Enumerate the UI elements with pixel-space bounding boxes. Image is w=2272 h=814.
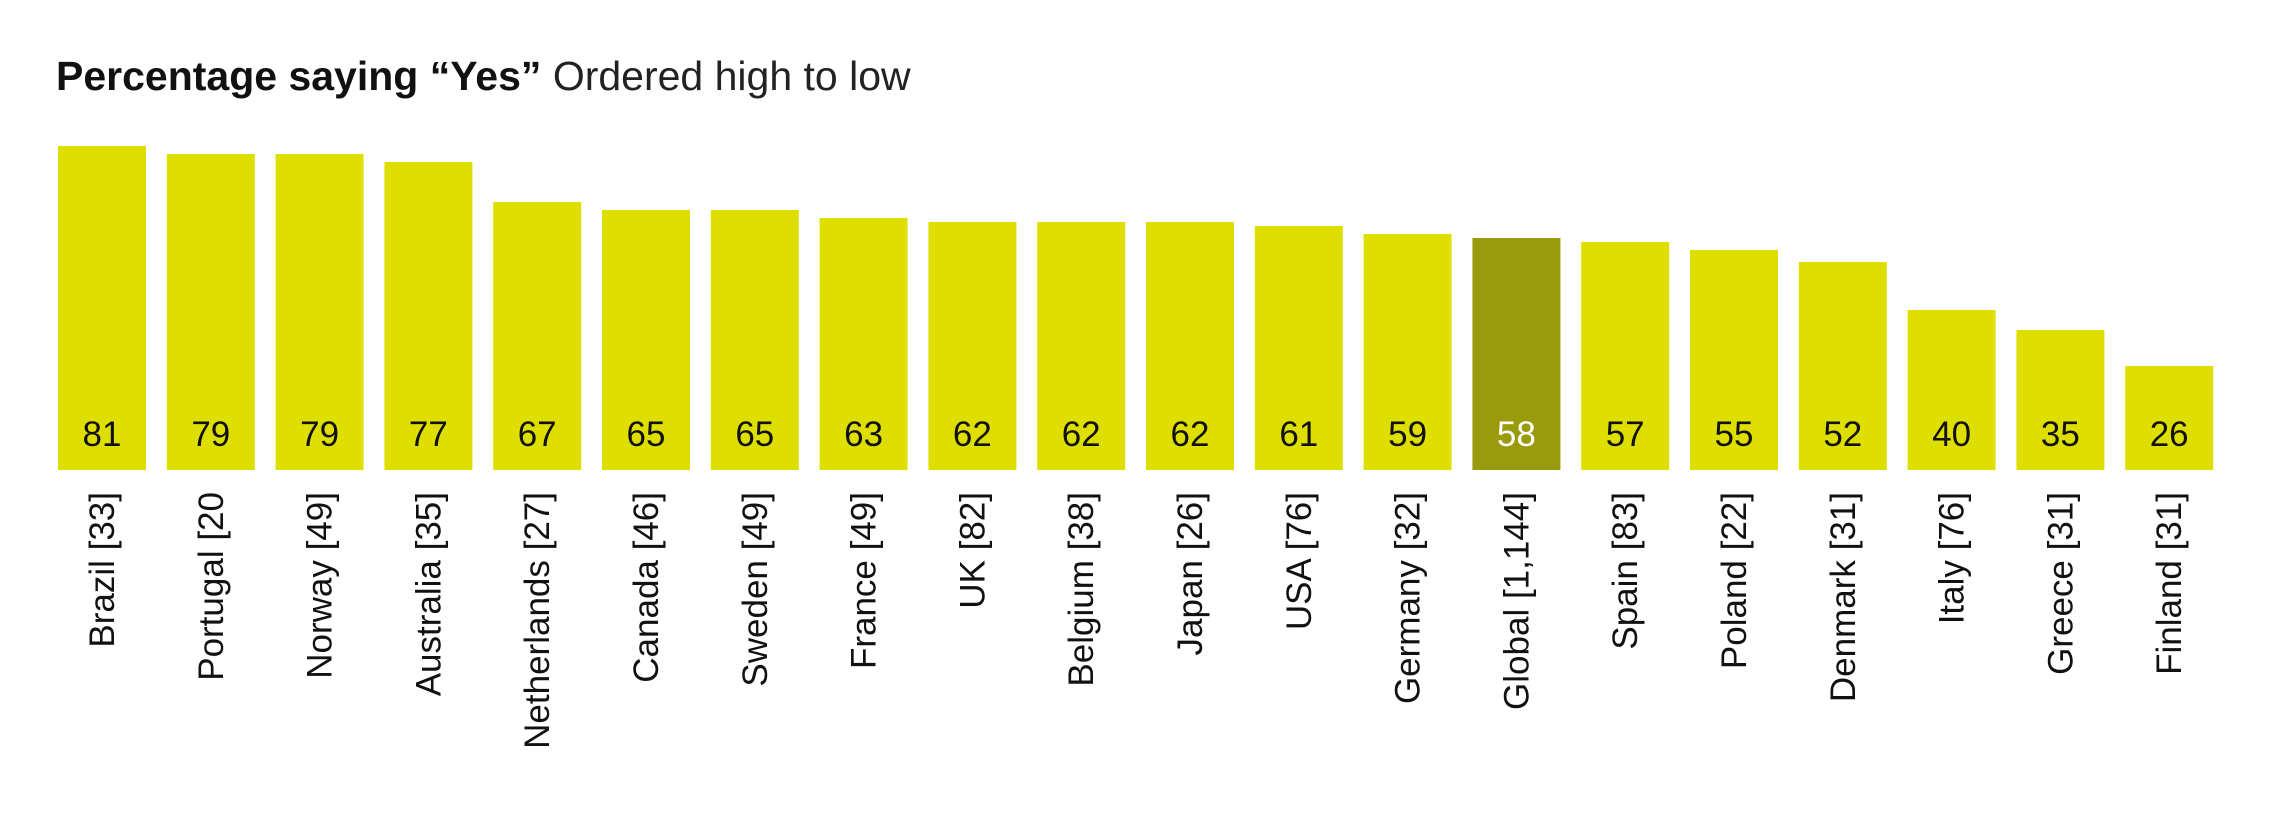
value-label-8: 62 (953, 415, 992, 454)
bar-16 (1798, 262, 1887, 470)
category-label-17: Italy [76] (1933, 492, 1972, 624)
bar-6 (710, 210, 799, 470)
chart-title-rest: Ordered high to low (552, 53, 911, 99)
category-label-9: Belgium [38] (1062, 492, 1101, 687)
bar-12 (1363, 234, 1452, 470)
value-label-16: 52 (1823, 415, 1862, 454)
value-label-12: 59 (1388, 415, 1427, 454)
value-label-10: 62 (1171, 415, 1210, 454)
value-label-17: 40 (1932, 415, 1971, 454)
category-label-2: Norway [49] (301, 492, 340, 679)
category-label-14: Spain [83] (1606, 492, 1645, 650)
category-label-19: Finland [31] (2150, 492, 2189, 675)
value-label-15: 55 (1715, 415, 1754, 454)
value-label-4: 67 (518, 415, 557, 454)
value-label-2: 79 (300, 415, 339, 454)
bar-15 (1690, 250, 1778, 470)
bar-19 (2125, 366, 2214, 470)
bar-2 (275, 154, 364, 470)
category-label-10: Japan [26] (1171, 492, 1210, 655)
category-label-4: Netherlands [27] (518, 492, 557, 749)
category-label-18: Greece [31] (2041, 492, 2080, 675)
value-label-13: 58 (1497, 415, 1536, 454)
bar-14 (1581, 242, 1670, 470)
value-label-3: 77 (409, 415, 448, 454)
bar-0 (58, 146, 146, 470)
bar-18 (2016, 330, 2105, 470)
category-label-0: Brazil [33] (83, 492, 122, 648)
category-label-3: Australia [35] (409, 492, 448, 696)
value-label-14: 57 (1606, 415, 1645, 454)
category-label-8: UK [82] (953, 492, 992, 609)
category-label-5: Canada [46] (627, 492, 666, 683)
category-label-15: Poland [22] (1715, 492, 1754, 669)
bar-3 (384, 162, 473, 470)
value-label-1: 79 (191, 415, 230, 454)
value-label-5: 65 (627, 415, 666, 454)
bar-11 (1254, 226, 1343, 470)
bar-8 (928, 222, 1017, 470)
bar-5 (602, 210, 690, 470)
bar-1 (166, 154, 255, 470)
value-label-19: 26 (2150, 415, 2189, 454)
category-label-7: France [49] (845, 492, 884, 669)
category-label-12: Germany [32] (1389, 492, 1428, 704)
value-label-11: 61 (1279, 415, 1318, 454)
category-label-11: USA [76] (1280, 492, 1319, 630)
bar-10 (1146, 222, 1234, 470)
value-label-18: 35 (2041, 415, 2080, 454)
chart-title-bold: Percentage saying “Yes” (56, 53, 542, 99)
bar-9 (1037, 222, 1126, 470)
category-label-16: Denmark [31] (1824, 492, 1863, 702)
value-label-6: 65 (735, 415, 774, 454)
chart-title: Percentage saying “Yes” Ordered high to … (56, 53, 911, 99)
value-label-9: 62 (1062, 415, 1101, 454)
category-label-1: Portugal [20 (192, 492, 231, 681)
bar-17 (1907, 310, 1996, 470)
value-label-0: 81 (83, 415, 122, 454)
bar-13 (1472, 238, 1561, 470)
category-label-6: Sweden [49] (736, 492, 775, 687)
bar-7 (819, 218, 908, 470)
value-label-7: 63 (844, 415, 883, 454)
bar-4 (493, 202, 582, 470)
category-label-13: Global [1,144] (1497, 492, 1536, 710)
